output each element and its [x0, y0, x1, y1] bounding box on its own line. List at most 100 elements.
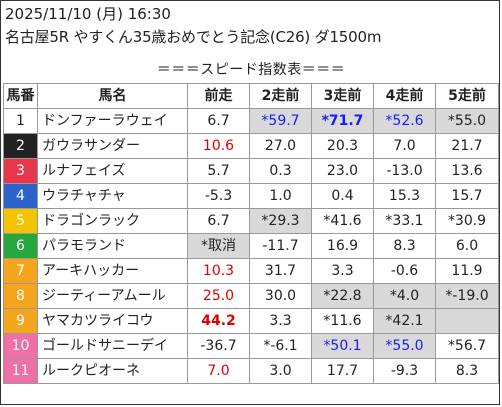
- table-row: 8 ジーティーアムール 25.0 30.0 *22.8 *4.0 *-19.0: [3, 283, 499, 309]
- horse-number: 11: [3, 358, 38, 384]
- speed-index-cell: *52.6: [373, 108, 436, 134]
- horse-name: ドンファーラウェイ: [37, 108, 188, 134]
- speed-index-cell: *56.7: [435, 333, 499, 359]
- race-datetime: 2025/11/10 (月) 16:30: [5, 5, 171, 23]
- horse-number: 3: [3, 158, 38, 184]
- speed-index-cell: *42.1: [373, 308, 436, 334]
- speed-index-cell: *59.7: [249, 108, 312, 134]
- speed-index-cell: *取消: [187, 233, 250, 259]
- speed-index-cell: -13.0: [373, 158, 436, 184]
- speed-index-cell: 8.3: [373, 233, 436, 259]
- horse-number: 6: [3, 233, 38, 259]
- speed-index-cell: 3.3: [249, 308, 312, 334]
- speed-index-cell: -5.3: [187, 183, 250, 209]
- table-row: 3 ルナフェイズ 5.7 0.3 23.0 -13.0 13.6: [3, 158, 499, 184]
- speed-index-cell: [435, 308, 499, 334]
- speed-index-cell: 13.6: [435, 158, 499, 184]
- table-row: 7 アーキハッカー 10.3 31.7 3.3 -0.6 11.9: [3, 258, 499, 284]
- speed-index-cell: 3.0: [249, 358, 312, 384]
- horse-name: アーキハッカー: [37, 258, 188, 284]
- speed-index-cell: 6.7: [187, 108, 250, 134]
- speed-index-cell: *55.0: [373, 333, 436, 359]
- horse-name: ヤマカツライコウ: [37, 308, 188, 334]
- horse-number: 10: [3, 333, 38, 359]
- speed-index-cell: *4.0: [373, 283, 436, 309]
- horse-name: ジーティーアムール: [37, 283, 188, 309]
- horse-name: ウラチャチャ: [37, 183, 188, 209]
- speed-index-cell: *33.1: [373, 208, 436, 234]
- speed-index-cell: -36.7: [187, 333, 250, 359]
- table-row: 10 ゴールドサニーデイ -36.7 *-6.1 *50.1 *55.0 *56.7: [3, 333, 499, 359]
- horse-name: ゴールドサニーデイ: [37, 333, 188, 359]
- speed-index-cell: *11.6: [311, 308, 374, 334]
- speed-index-cell: *71.7: [311, 108, 374, 134]
- speed-index-cell: 0.3: [249, 158, 312, 184]
- col-header-4back: 4走前: [373, 83, 436, 109]
- speed-index-cell: 20.3: [311, 133, 374, 159]
- speed-index-cell: *-19.0: [435, 283, 499, 309]
- speed-index-cell: *30.9: [435, 208, 499, 234]
- speed-index-cell: 11.9: [435, 258, 499, 284]
- speed-index-cell: 25.0: [187, 283, 250, 309]
- speed-index-cell: 6.7: [187, 208, 250, 234]
- table-row: 9 ヤマカツライコウ 44.2 3.3 *11.6 *42.1: [3, 308, 499, 334]
- horse-number: 4: [3, 183, 38, 209]
- speed-index-cell: *50.1: [311, 333, 374, 359]
- table-row: 11 ルークピオーネ 7.0 3.0 17.7 -9.3 8.3: [3, 358, 499, 384]
- speed-index-cell: *55.0: [435, 108, 499, 134]
- speed-index-cell: 30.0: [249, 283, 312, 309]
- speed-index-cell: *29.3: [249, 208, 312, 234]
- speed-index-cell: *41.6: [311, 208, 374, 234]
- speed-index-cell: -9.3: [373, 358, 436, 384]
- speed-index-cell: 10.3: [187, 258, 250, 284]
- speed-index-cell: 6.0: [435, 233, 499, 259]
- table-subtitle: ＝＝＝スピード指数表＝＝＝: [156, 62, 346, 78]
- table-row: 5 ドラゴンラック 6.7 *29.3 *41.6 *33.1 *30.9: [3, 208, 499, 234]
- horse-name: パラモランド: [37, 233, 188, 259]
- col-header-last: 前走: [187, 83, 250, 109]
- speed-index-cell: *22.8: [311, 283, 374, 309]
- speed-index-cell: 16.9: [311, 233, 374, 259]
- horse-number: 1: [3, 108, 38, 134]
- table-row: 2 ガウラサンダー 10.6 27.0 20.3 7.0 21.7: [3, 133, 499, 159]
- speed-index-cell: 15.3: [373, 183, 436, 209]
- speed-index-cell: 17.7: [311, 358, 374, 384]
- race-title: 名古屋5R やすくん35歳おめでとう記念(C26) ダ1500m: [5, 28, 382, 46]
- table-row: 4 ウラチャチャ -5.3 1.0 0.4 15.3 15.7: [3, 183, 499, 209]
- horse-name: ガウラサンダー: [37, 133, 188, 159]
- col-header-3back: 3走前: [311, 83, 374, 109]
- horse-number: 8: [3, 283, 38, 309]
- horse-number: 2: [3, 133, 38, 159]
- speed-index-cell: 44.2: [187, 308, 250, 334]
- speed-index-cell: 0.4: [311, 183, 374, 209]
- table-row: 6 パラモランド *取消 -11.7 16.9 8.3 6.0: [3, 233, 499, 259]
- horse-name: ルナフェイズ: [37, 158, 188, 184]
- speed-index-cell: 31.7: [249, 258, 312, 284]
- horse-number: 9: [3, 308, 38, 334]
- speed-index-cell: 3.3: [311, 258, 374, 284]
- header-row: 馬番 馬名 前走 2走前 3走前 4走前 5走前: [3, 83, 499, 109]
- col-header-5back: 5走前: [435, 83, 499, 109]
- table-row: 1 ドンファーラウェイ 6.7 *59.7 *71.7 *52.6 *55.0: [3, 108, 499, 134]
- speed-index-cell: 7.0: [187, 358, 250, 384]
- horse-name: ルークピオーネ: [37, 358, 188, 384]
- speed-index-table: 馬番 馬名 前走 2走前 3走前 4走前 5走前 1 ドンファーラウェイ 6.7 *5…: [3, 83, 499, 384]
- speed-index-cell: *-6.1: [249, 333, 312, 359]
- speed-index-cell: 8.3: [435, 358, 499, 384]
- speed-index-cell: 21.7: [435, 133, 499, 159]
- speed-index-cell: 7.0: [373, 133, 436, 159]
- horse-number: 5: [3, 208, 38, 234]
- col-header-horse: 馬名: [37, 83, 188, 109]
- speed-index-cell: 5.7: [187, 158, 250, 184]
- speed-index-cell: -11.7: [249, 233, 312, 259]
- col-header-number: 馬番: [3, 83, 38, 109]
- speed-index-cell: 10.6: [187, 133, 250, 159]
- horse-name: ドラゴンラック: [37, 208, 188, 234]
- col-header-2back: 2走前: [249, 83, 312, 109]
- speed-index-cell: 1.0: [249, 183, 312, 209]
- speed-index-cell: -0.6: [373, 258, 436, 284]
- horse-number: 7: [3, 258, 38, 284]
- speed-index-cell: 15.7: [435, 183, 499, 209]
- speed-index-cell: 23.0: [311, 158, 374, 184]
- speed-index-cell: 27.0: [249, 133, 312, 159]
